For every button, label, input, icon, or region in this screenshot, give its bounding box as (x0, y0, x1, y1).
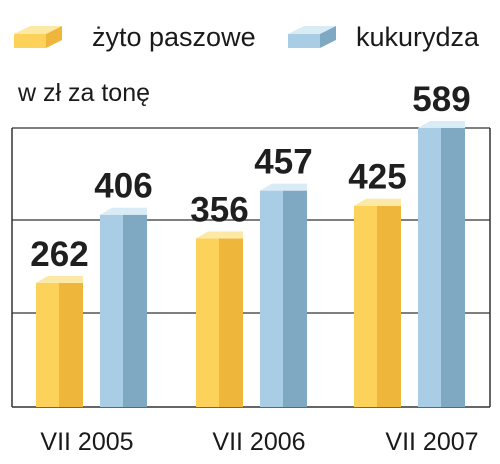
bar-corn-0 (100, 207, 147, 407)
value-label-corn-0: 406 (94, 167, 152, 206)
bars-layer (36, 121, 465, 407)
legend-label-rye: żyto paszowe (92, 22, 256, 52)
bar-rye-0 (36, 275, 83, 407)
bar-rye-2 (354, 198, 401, 407)
legend-swatch-rye (14, 26, 62, 48)
value-label-rye-1: 356 (190, 190, 248, 229)
value-label-rye-2: 425 (348, 158, 406, 197)
legend-swatch-corn (288, 26, 336, 48)
plot-frame (11, 127, 491, 408)
bar-rye-1 (196, 231, 243, 407)
legend: żyto paszowe kukurydza (14, 22, 480, 52)
value-label-corn-1: 457 (254, 143, 312, 182)
x-tick-label-2: VII 2007 (385, 428, 478, 456)
bar-corn-1 (260, 183, 307, 407)
bar-corn-2 (418, 121, 465, 407)
value-label-corn-2: 589 (412, 80, 470, 119)
x-tick-label-1: VII 2006 (212, 428, 305, 456)
value-label-rye-0: 262 (30, 235, 88, 274)
legend-label-corn: kukurydza (356, 22, 480, 52)
x-tick-label-0: VII 2005 (40, 428, 133, 456)
unit-label: w zł za tonę (17, 79, 150, 107)
